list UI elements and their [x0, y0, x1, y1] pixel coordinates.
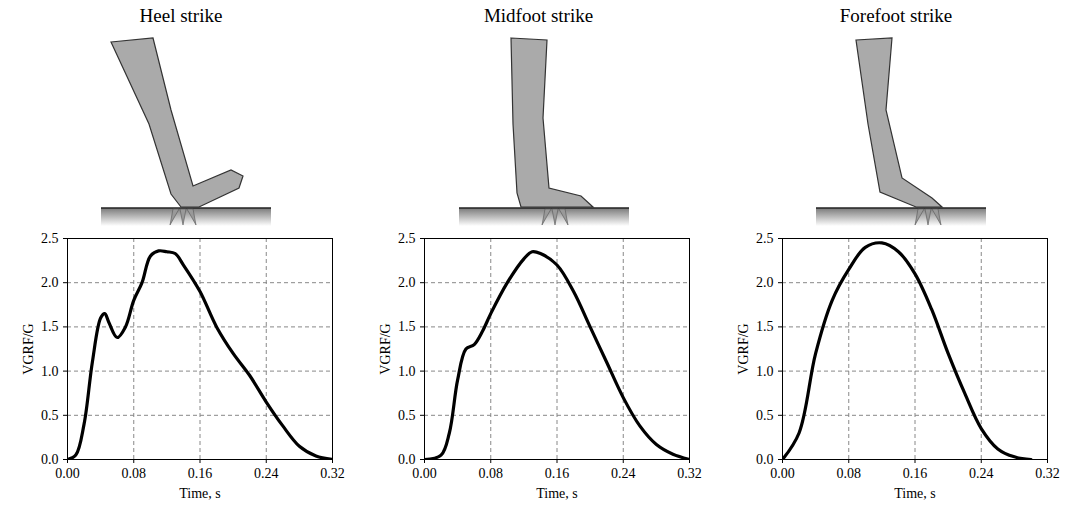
svg-text:0.0: 0.0	[398, 452, 416, 467]
svg-text:0.16: 0.16	[187, 466, 212, 481]
svg-text:0.32: 0.32	[677, 466, 702, 481]
svg-text:0.5: 0.5	[398, 408, 416, 423]
html-text:Forefoot strike: Forefoot strike	[839, 5, 953, 26]
svg-text:0.08: 0.08	[836, 466, 861, 481]
svg-text:0.0: 0.0	[41, 452, 59, 467]
svg-text:1.5: 1.5	[41, 319, 59, 334]
svg-text:0.5: 0.5	[41, 408, 59, 423]
svg-text:2.0: 2.0	[756, 275, 774, 290]
svg-text:0.32: 0.32	[1035, 466, 1060, 481]
html-text:Midfoot strike: Midfoot strike	[483, 5, 594, 26]
svg-text:0.16: 0.16	[902, 466, 927, 481]
svg-text:0.00: 0.00	[770, 466, 795, 481]
svg-text:VGRF/G: VGRF/G	[736, 323, 751, 374]
svg-text:0.5: 0.5	[756, 408, 774, 423]
svg-text:0.0: 0.0	[756, 452, 774, 467]
svg-text:2.0: 2.0	[41, 275, 59, 290]
svg-text:0.24: 0.24	[254, 466, 279, 481]
svg-text:0.08: 0.08	[121, 466, 146, 481]
svg-text:0.24: 0.24	[969, 466, 994, 481]
svg-text:1.5: 1.5	[756, 319, 774, 334]
svg-text:2.0: 2.0	[398, 275, 416, 290]
svg-text:2.5: 2.5	[398, 231, 416, 246]
svg-text:0.16: 0.16	[545, 466, 570, 481]
html-text:Heel strike: Heel strike	[139, 5, 223, 26]
svg-text:VGRF/G: VGRF/G	[21, 323, 36, 374]
svg-text:1.0: 1.0	[756, 364, 774, 379]
svg-text:0.00: 0.00	[55, 466, 80, 481]
svg-text:2.5: 2.5	[41, 231, 59, 246]
svg-text:Time, s: Time, s	[536, 486, 578, 501]
svg-text:0.00: 0.00	[412, 466, 437, 481]
svg-text:1.0: 1.0	[398, 364, 416, 379]
svg-text:0.24: 0.24	[611, 466, 636, 481]
svg-text:VGRF/G: VGRF/G	[378, 323, 393, 374]
svg-text:Time, s: Time, s	[894, 486, 936, 501]
svg-text:1.5: 1.5	[398, 319, 416, 334]
svg-text:0.32: 0.32	[320, 466, 345, 481]
svg-text:0.08: 0.08	[479, 466, 504, 481]
svg-text:Time, s: Time, s	[179, 486, 221, 501]
svg-text:2.5: 2.5	[756, 231, 774, 246]
svg-text:1.0: 1.0	[41, 364, 59, 379]
